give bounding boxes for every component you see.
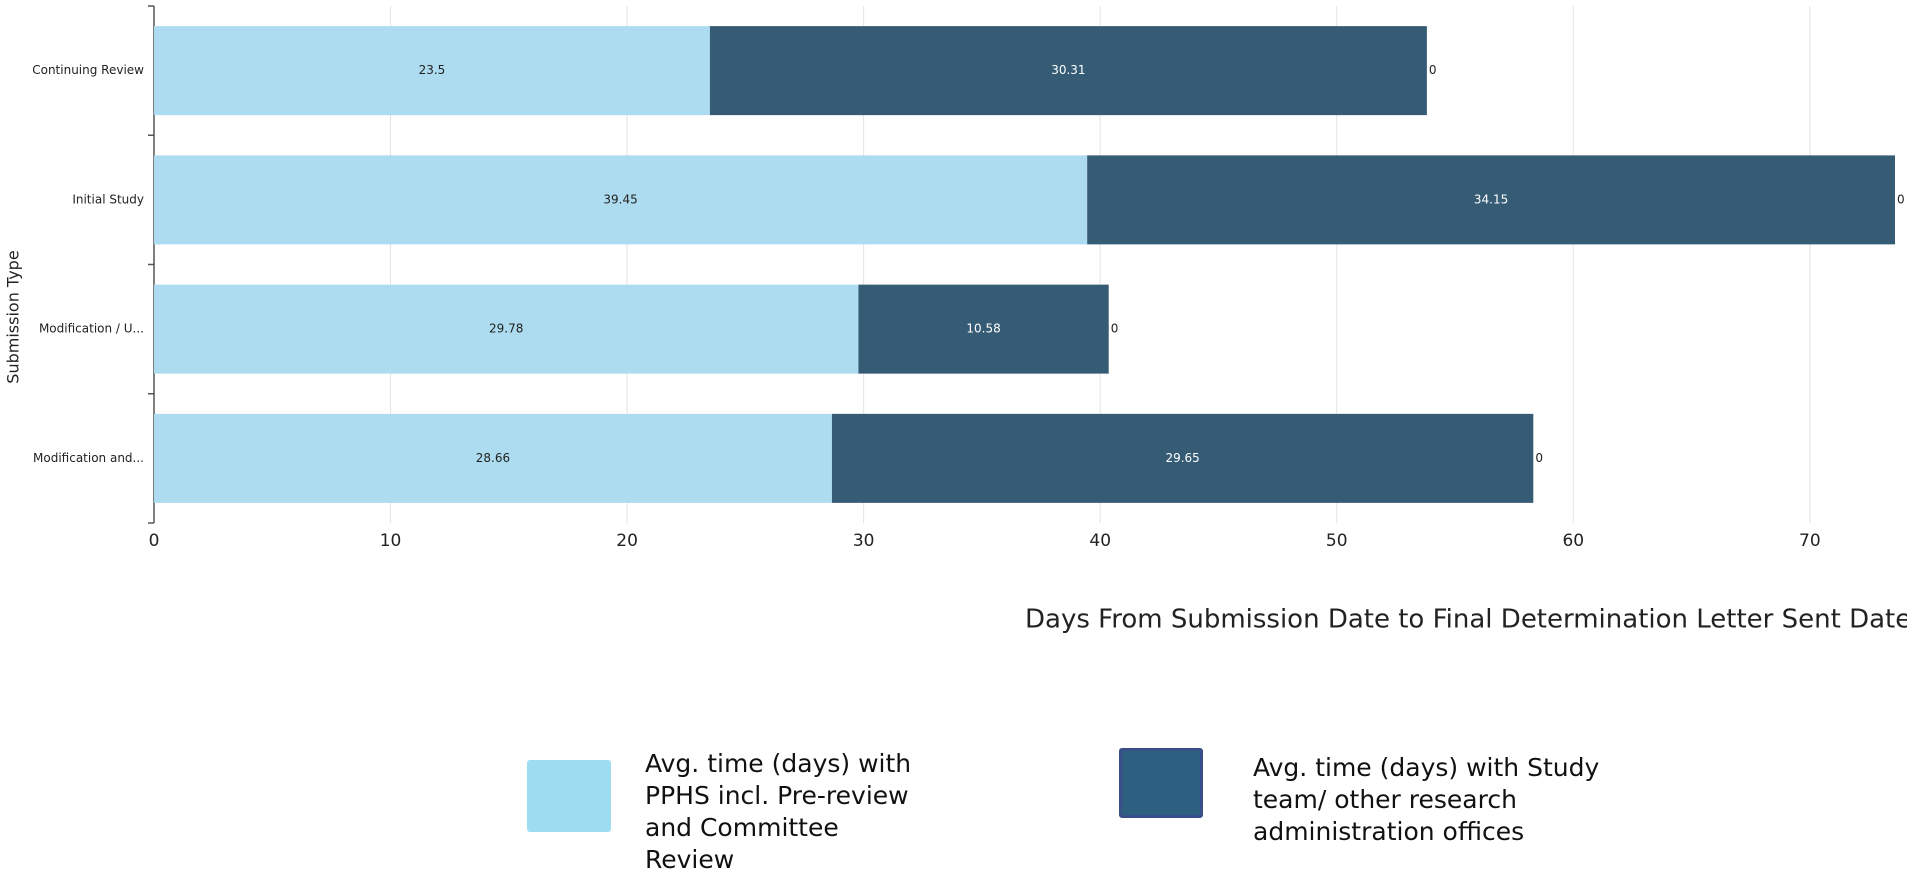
bar-segment: [154, 26, 710, 116]
legend-label: Avg. time (days) with PPHS incl. Pre-rev…: [645, 749, 912, 871]
bar-segment: [831, 413, 1534, 503]
legend-label: Avg. time (days) with Study team/ other …: [1253, 753, 1600, 846]
data-label: 0: [1535, 451, 1543, 465]
data-label: 29.65: [1165, 451, 1199, 465]
y-tick-label: Continuing Review: [32, 63, 144, 77]
bar-segment: [1087, 155, 1895, 245]
x-tick-label: 40: [1089, 531, 1111, 551]
y-axis-title: Submission Type: [4, 250, 23, 383]
x-tick-label: 30: [853, 531, 875, 551]
data-label: 28.66: [476, 451, 510, 465]
bar-segment: [858, 284, 1109, 374]
x-tick-label: 50: [1326, 531, 1348, 551]
data-label: 10.58: [966, 322, 1000, 336]
bar-segment: [709, 26, 1427, 116]
x-tick-label: 70: [1799, 531, 1821, 551]
y-tick-label: Initial Study: [72, 192, 144, 206]
data-label: 29.78: [489, 322, 523, 336]
x-tick-label: 20: [616, 531, 638, 551]
data-label: 0: [1429, 63, 1437, 77]
bar-segment: [154, 155, 1088, 245]
data-label: 30.31: [1051, 63, 1085, 77]
y-tick-label: Modification and...: [33, 451, 144, 465]
x-tick-label: 60: [1562, 531, 1584, 551]
legend-swatch: [1119, 748, 1203, 818]
data-label: 23.5: [419, 63, 446, 77]
x-tick-label: 0: [149, 531, 160, 551]
data-label: 0: [1897, 192, 1905, 206]
bar-segment: [154, 413, 832, 503]
y-tick-label: Modification / U...: [39, 322, 144, 336]
data-label: 34.15: [1474, 192, 1508, 206]
bar-segment: [154, 284, 859, 374]
data-label: 0: [1111, 322, 1119, 336]
x-tick-label: 10: [380, 531, 402, 551]
legend-swatch: [527, 760, 611, 832]
x-axis-title: Days From Submission Date to Final Deter…: [1025, 605, 1907, 635]
data-label: 39.45: [603, 192, 637, 206]
